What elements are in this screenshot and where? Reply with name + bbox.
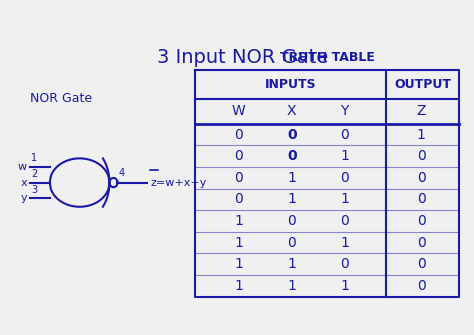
Text: 1: 1 bbox=[417, 128, 426, 141]
Text: 1: 1 bbox=[287, 171, 296, 185]
Text: 0: 0 bbox=[340, 257, 349, 271]
Text: 0: 0 bbox=[417, 149, 426, 163]
Text: 1: 1 bbox=[340, 279, 349, 293]
Text: 3 Input NOR Gate: 3 Input NOR Gate bbox=[157, 48, 328, 67]
Text: 0: 0 bbox=[417, 236, 426, 250]
Text: 1: 1 bbox=[340, 149, 349, 163]
Text: 1: 1 bbox=[235, 279, 243, 293]
Text: 0: 0 bbox=[287, 214, 296, 228]
Text: Y: Y bbox=[340, 105, 349, 119]
Text: 4: 4 bbox=[118, 169, 125, 179]
Text: OUTPUT: OUTPUT bbox=[394, 78, 451, 91]
Text: 0: 0 bbox=[417, 214, 426, 228]
Text: 2: 2 bbox=[31, 169, 37, 179]
Text: INPUTS: INPUTS bbox=[264, 78, 316, 91]
Text: 0: 0 bbox=[235, 149, 243, 163]
Text: 0: 0 bbox=[235, 128, 243, 141]
Text: y: y bbox=[20, 193, 27, 203]
Text: 1: 1 bbox=[287, 257, 296, 271]
Text: 0: 0 bbox=[287, 149, 297, 163]
Text: W: W bbox=[232, 105, 246, 119]
Text: 1: 1 bbox=[31, 153, 37, 163]
Text: 3: 3 bbox=[31, 185, 37, 195]
Text: 0: 0 bbox=[235, 171, 243, 185]
Text: 0: 0 bbox=[417, 171, 426, 185]
Text: 0: 0 bbox=[287, 128, 297, 141]
Text: 1: 1 bbox=[235, 214, 243, 228]
Text: 0: 0 bbox=[417, 257, 426, 271]
Text: z=w+x+y: z=w+x+y bbox=[150, 178, 207, 188]
Text: Z: Z bbox=[416, 105, 426, 119]
Text: 0: 0 bbox=[417, 192, 426, 206]
Text: X: X bbox=[287, 105, 297, 119]
Text: 0: 0 bbox=[340, 214, 349, 228]
Text: 0: 0 bbox=[340, 171, 349, 185]
Text: 0: 0 bbox=[417, 279, 426, 293]
Text: TRUTH TABLE: TRUTH TABLE bbox=[280, 51, 374, 64]
Text: 0: 0 bbox=[287, 236, 296, 250]
Text: 1: 1 bbox=[340, 192, 349, 206]
Text: 0: 0 bbox=[235, 192, 243, 206]
Text: x: x bbox=[20, 178, 27, 188]
Text: 1: 1 bbox=[287, 192, 296, 206]
Text: 1: 1 bbox=[235, 236, 243, 250]
Text: 1: 1 bbox=[235, 257, 243, 271]
Text: 1: 1 bbox=[340, 236, 349, 250]
Text: NOR Gate: NOR Gate bbox=[30, 92, 92, 105]
Text: 1: 1 bbox=[287, 279, 296, 293]
Text: 0: 0 bbox=[340, 128, 349, 141]
Text: w: w bbox=[18, 162, 27, 172]
